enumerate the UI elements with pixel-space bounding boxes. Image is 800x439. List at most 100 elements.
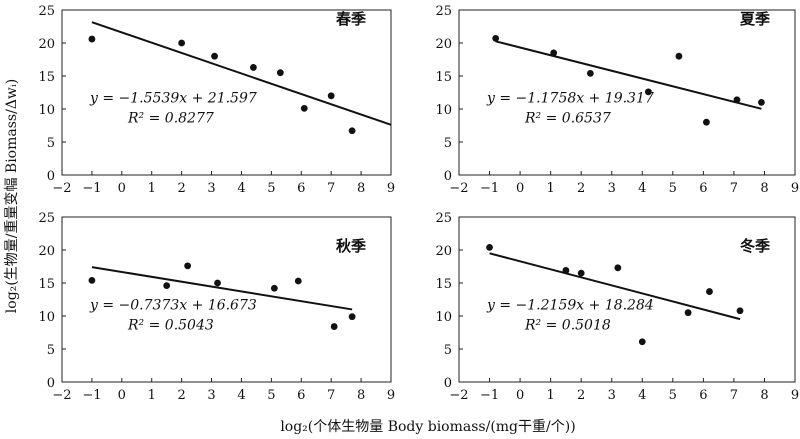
data-point [577, 269, 585, 277]
x-tick-label: 2 [177, 181, 185, 196]
data-point [270, 284, 278, 292]
y-axis-title: log₂(生物量/重量变幅 Biomass/Δwᵢ) [4, 79, 20, 313]
regression-line [91, 21, 392, 126]
x-tick-label: 2 [577, 181, 585, 196]
plot-frame [458, 216, 796, 383]
x-tick-label: 9 [791, 181, 799, 196]
x-tick-label: 0 [118, 388, 126, 403]
x-tick-label: 0 [516, 388, 524, 403]
x-tick-label: 7 [730, 181, 738, 196]
chart-panel-3: −2 −1 0 1 2 3 4 5 6 7 8 9 0 5 10 15 20 25 秋季 y = −0.7373x +… [38, 211, 395, 403]
x-tick-label: 4 [237, 388, 245, 403]
data-point [644, 88, 652, 96]
x-tick-label: −2 [52, 388, 71, 403]
y-tick-label: 15 [38, 277, 55, 292]
plot-frame [61, 216, 392, 383]
y-tick-label: 20 [435, 244, 452, 259]
data-point [214, 279, 221, 287]
data-point [684, 309, 692, 317]
data-point [348, 127, 356, 135]
y-tick-label: 5 [47, 136, 55, 151]
data-point [736, 307, 744, 315]
y-tick-label: 5 [444, 136, 452, 151]
y-tick-label: 10 [38, 310, 55, 325]
x-tick-label: 2 [177, 388, 185, 403]
y-tick-label: 0 [444, 376, 452, 391]
x-tick-label: 9 [387, 388, 395, 403]
y-tick-label: 0 [444, 169, 452, 184]
x-tick-label: 3 [608, 388, 616, 403]
x-tick-label: 6 [297, 388, 305, 403]
chart-panel-4: −2 −1 0 1 2 3 4 5 6 7 8 9 0 5 10 15 20 25 冬季 y = −1.2159x +… [435, 211, 799, 403]
data-point [733, 96, 741, 104]
data-point [586, 69, 594, 77]
x-tick-label: 8 [760, 388, 768, 403]
x-tick-label: 4 [237, 181, 245, 196]
y-tick-label: 10 [435, 310, 452, 325]
r-squared: R² = 0.8277 [127, 110, 214, 126]
x-tick-label: −2 [449, 181, 468, 196]
x-tick-label: −1 [82, 181, 101, 196]
regression-line [489, 252, 741, 321]
x-tick-label: 5 [669, 388, 677, 403]
regression-line [91, 266, 353, 311]
x-tick-label: 1 [546, 388, 554, 403]
fit-equation: y = −0.7373x + 16.673 [89, 297, 257, 313]
data-point [178, 39, 186, 47]
data-point [88, 35, 96, 43]
y-tick-label: 25 [435, 211, 452, 226]
r-squared: R² = 0.6537 [524, 110, 611, 126]
y-tick-label: 0 [47, 376, 55, 391]
x-tick-label: 8 [357, 181, 365, 196]
x-tick-label: 2 [577, 388, 585, 403]
data-point [250, 64, 257, 71]
x-tick-label: 7 [327, 181, 335, 196]
chart-panel-1: −2 −1 0 1 2 3 4 5 6 7 8 9 0 5 10 15 20 25 春季 y = −1.5539x +… [38, 4, 395, 196]
plot-frame [458, 9, 796, 176]
x-tick-label: 6 [699, 181, 707, 196]
y-tick-label: 25 [435, 4, 452, 19]
x-tick-label: 1 [148, 388, 156, 403]
data-point [706, 288, 713, 295]
data-point [184, 262, 192, 270]
x-tick-label: 7 [730, 388, 738, 403]
y-tick-label: 25 [38, 211, 55, 226]
chart-panel-2: −2 −1 0 1 2 3 4 5 6 7 8 9 0 5 10 15 20 25 夏季 y = −1.1758x +… [435, 4, 799, 196]
data-point [294, 277, 302, 285]
data-point [486, 243, 493, 251]
x-axis-title: log₂(个体生物量 Body biomass/(mg干重/个)) [280, 419, 575, 435]
data-point [703, 118, 710, 126]
data-point [492, 34, 500, 42]
x-tick-label: 7 [327, 388, 335, 403]
data-point [550, 49, 558, 57]
y-tick-label: 15 [435, 277, 452, 292]
x-tick-label: −1 [480, 181, 499, 196]
x-tick-label: 5 [267, 181, 275, 196]
data-point [300, 104, 308, 112]
data-point [675, 52, 683, 60]
x-tick-label: 3 [608, 181, 616, 196]
plot-frame [61, 9, 392, 176]
data-point [276, 69, 284, 77]
fit-equation: y = −1.2159x + 18.284 [486, 297, 654, 313]
x-tick-label: 8 [760, 181, 768, 196]
fit-equation: y = −1.1758x + 19.317 [486, 90, 654, 106]
season-title: 冬季 [740, 237, 770, 255]
season-title: 春季 [336, 10, 366, 28]
x-tick-label: 6 [297, 181, 305, 196]
x-tick-label: −1 [480, 388, 499, 403]
data-point [330, 323, 338, 330]
x-tick-label: 1 [148, 181, 156, 196]
data-point [163, 282, 171, 290]
x-tick-label: 0 [516, 181, 524, 196]
data-point [211, 52, 218, 60]
regression-line [495, 40, 762, 110]
data-point [638, 338, 646, 346]
y-tick-label: 20 [435, 37, 452, 52]
x-tick-label: 4 [638, 181, 646, 196]
x-tick-label: −2 [52, 181, 71, 196]
season-title: 秋季 [336, 237, 366, 255]
y-tick-label: 10 [38, 103, 55, 118]
y-tick-label: 5 [444, 343, 452, 358]
